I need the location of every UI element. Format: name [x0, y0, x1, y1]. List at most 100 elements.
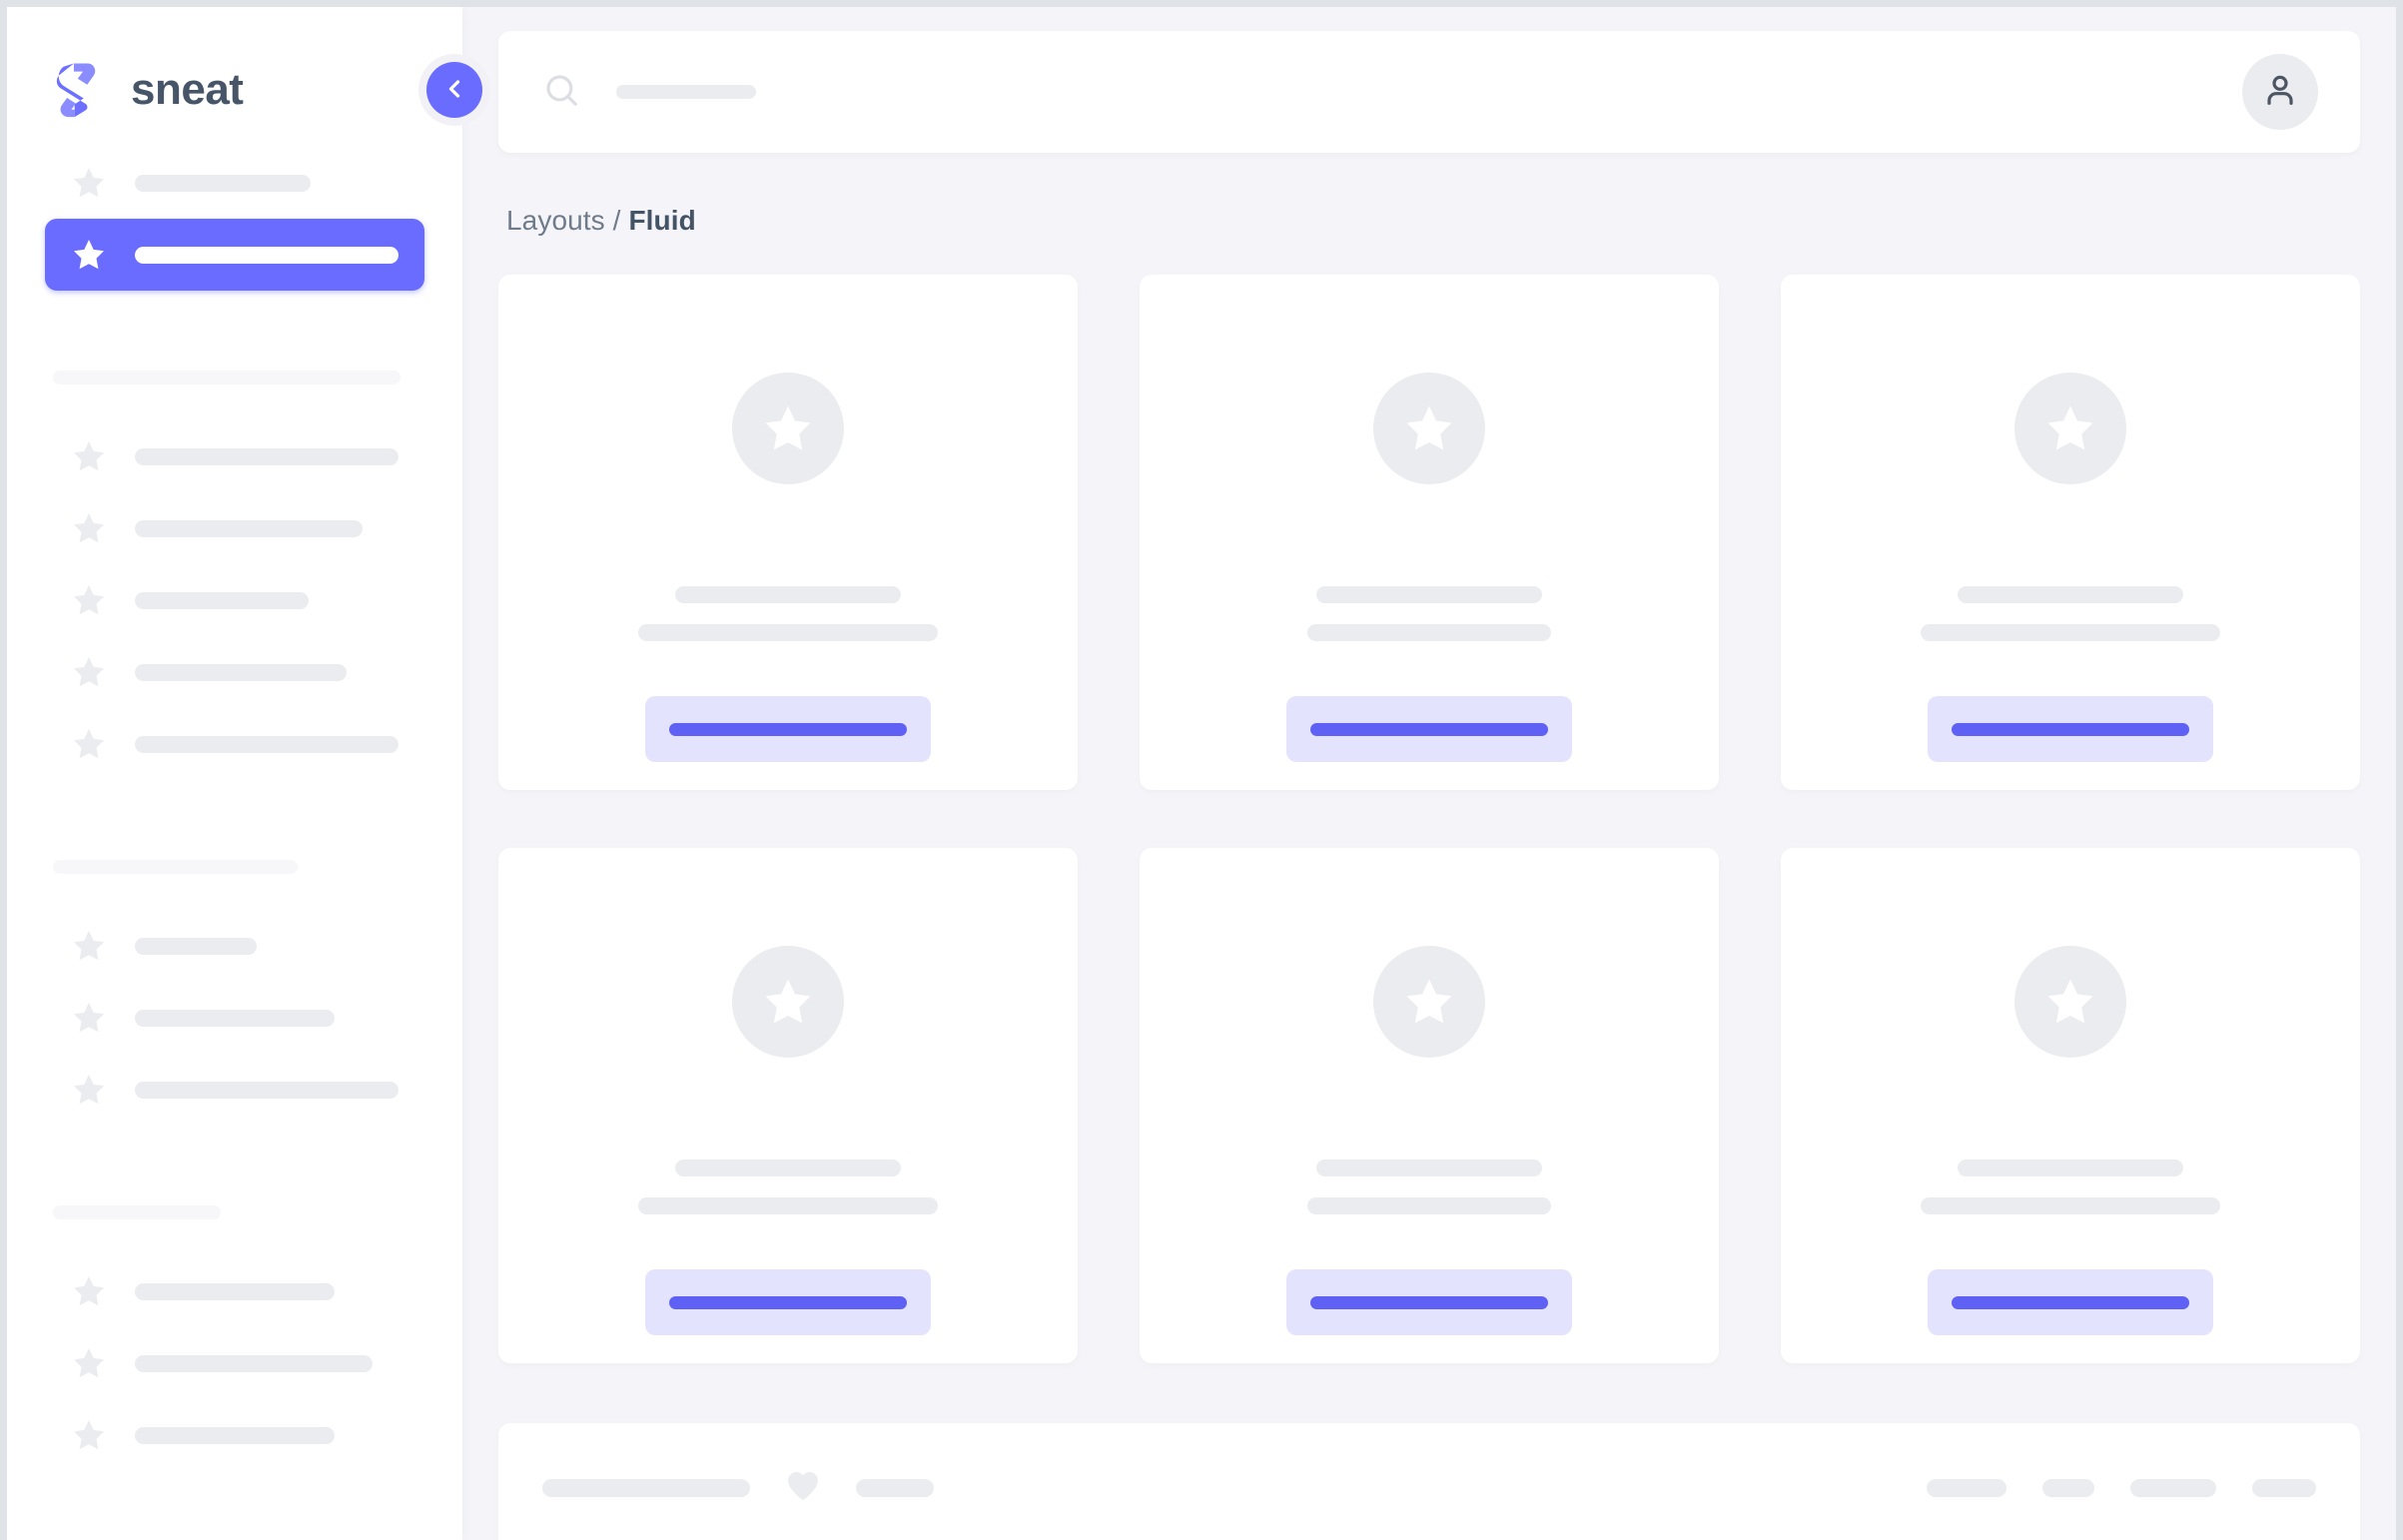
footer-links: [1927, 1479, 2316, 1497]
card-action-label: [669, 1295, 907, 1309]
star-icon: [765, 979, 811, 1024]
card: [1781, 275, 2360, 790]
card-title: [675, 1159, 901, 1176]
star-icon: [71, 165, 107, 201]
card-title: [1316, 1159, 1542, 1176]
card-subtitle: [1307, 1197, 1551, 1214]
sidebar-item-2-active[interactable]: [45, 219, 424, 291]
sidebar: sneat: [7, 7, 490, 1540]
sidebar-item-12[interactable]: [45, 1327, 424, 1399]
card-avatar: [2014, 946, 2126, 1058]
card-action-label: [1952, 1295, 2189, 1309]
sidebar-item-6[interactable]: [45, 636, 424, 708]
star-icon: [71, 1417, 107, 1453]
sidebar-item-label: [135, 174, 311, 192]
card-action-button[interactable]: [645, 696, 931, 762]
card-action-label: [1310, 1295, 1548, 1309]
sidebar-item-8[interactable]: [45, 910, 424, 982]
card-action-button[interactable]: [1928, 1269, 2213, 1335]
star-icon: [71, 582, 107, 618]
card-action-button[interactable]: [1286, 1269, 1572, 1335]
sidebar-item-label: [135, 447, 399, 465]
sidebar-group: [7, 147, 462, 291]
breadcrumb-parent[interactable]: Layouts: [506, 205, 605, 236]
sidebar-item-7[interactable]: [45, 708, 424, 780]
sidebar-item-13[interactable]: [45, 1399, 424, 1471]
card-avatar: [1373, 946, 1485, 1058]
star-icon: [71, 726, 107, 762]
sidebar-item-5[interactable]: [45, 564, 424, 636]
footer-copyright: [542, 1479, 750, 1497]
sidebar-group: [7, 1205, 462, 1471]
star-icon: [765, 405, 811, 450]
card-subtitle: [638, 1197, 938, 1214]
card-action-label: [669, 722, 907, 736]
search-container[interactable]: [542, 71, 2242, 114]
user-icon: [2260, 70, 2300, 115]
card: [1781, 848, 2360, 1363]
card: [1140, 848, 1719, 1363]
avatar[interactable]: [2242, 54, 2318, 130]
sidebar-item-label: [135, 246, 399, 264]
sneat-s-logo-icon: [47, 59, 109, 121]
footer-link[interactable]: [2130, 1479, 2216, 1497]
card-title: [1316, 586, 1542, 603]
sidebar-group: [7, 371, 462, 780]
sidebar-item-3[interactable]: [45, 420, 424, 492]
sidebar-item-10[interactable]: [45, 1054, 424, 1126]
sidebar-section-divider: [53, 371, 400, 385]
sidebar-item-label: [135, 937, 257, 955]
search-icon: [542, 71, 580, 114]
footer-link[interactable]: [2252, 1479, 2316, 1497]
star-icon: [2047, 979, 2093, 1024]
star-icon: [71, 654, 107, 690]
sidebar-item-label: [135, 519, 363, 537]
chevron-left-icon: [440, 75, 468, 106]
footer: [498, 1423, 2360, 1540]
card-subtitle: [1921, 624, 2220, 641]
card-action-button[interactable]: [1286, 696, 1572, 762]
sidebar-group: [7, 860, 462, 1126]
card: [498, 848, 1078, 1363]
sidebar-menu: [7, 147, 462, 1471]
star-icon: [1406, 979, 1452, 1024]
card-action-label: [1310, 722, 1548, 736]
star-icon: [71, 237, 107, 273]
sidebar-item-4[interactable]: [45, 492, 424, 564]
brand[interactable]: sneat: [7, 7, 462, 125]
card-title: [1958, 1159, 2183, 1176]
card-action-button[interactable]: [1928, 696, 2213, 762]
footer-left: [542, 1470, 934, 1507]
footer-author[interactable]: [856, 1479, 934, 1497]
star-icon: [71, 1345, 107, 1381]
card-avatar: [2014, 373, 2126, 484]
breadcrumb: Layouts / Fluid: [498, 153, 2360, 275]
main-content: Layouts / Fluid: [462, 7, 2396, 1540]
sidebar-item-label: [135, 735, 399, 753]
sidebar-item-label: [135, 1009, 335, 1027]
card-subtitle: [1307, 624, 1551, 641]
sidebar-item-label: [135, 663, 347, 681]
breadcrumb-current: Fluid: [628, 205, 696, 236]
sidebar-item-label: [135, 591, 309, 609]
card-grid: [498, 275, 2360, 1363]
star-icon: [71, 438, 107, 474]
sidebar-section-divider: [53, 1205, 221, 1219]
sidebar-item-label: [135, 1081, 399, 1099]
card-subtitle: [1921, 1197, 2220, 1214]
star-icon: [71, 1273, 107, 1309]
card-action-button[interactable]: [645, 1269, 931, 1335]
sidebar-item-9[interactable]: [45, 982, 424, 1054]
footer-link[interactable]: [1927, 1479, 2006, 1497]
search-input[interactable]: [616, 85, 756, 99]
app-window: sneat: [7, 7, 2396, 1540]
footer-link[interactable]: [2042, 1479, 2094, 1497]
sidebar-collapse-button[interactable]: [426, 62, 482, 118]
card-subtitle: [638, 624, 938, 641]
star-icon: [1406, 405, 1452, 450]
sidebar-item-11[interactable]: [45, 1255, 424, 1327]
sidebar-item-label: [135, 1354, 373, 1372]
sidebar-item-1[interactable]: [45, 147, 424, 219]
card-avatar: [732, 946, 844, 1058]
star-icon: [2047, 405, 2093, 450]
